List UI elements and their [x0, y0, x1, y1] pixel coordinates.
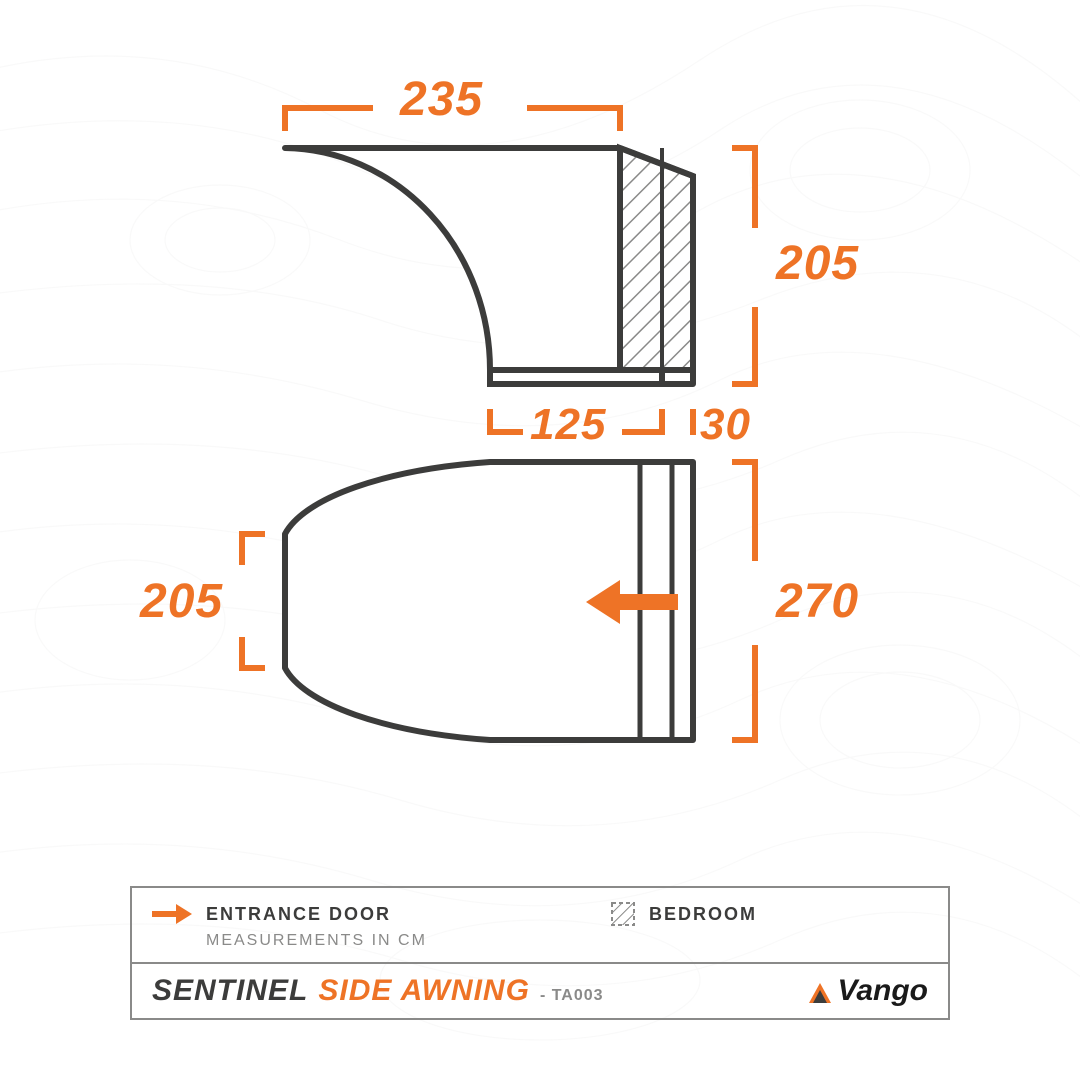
legend-entrance-label: ENTRANCE DOOR	[206, 904, 391, 925]
brand-mark-icon	[807, 979, 833, 1003]
arrow-right-icon	[152, 904, 192, 924]
dim-bracket-bottom-left	[242, 534, 262, 668]
dim-bot-right: 270	[776, 574, 859, 629]
legend-units: MEASUREMENTS IN CM	[206, 932, 928, 950]
top-plan-shape	[285, 148, 693, 384]
dim-bot-left: 205	[140, 574, 223, 629]
legend-box: ENTRANCE DOOR BEDROOM MEASUREMENTS IN CM	[130, 886, 950, 964]
dim-bracket-bottom-right	[735, 462, 755, 740]
title-word-1: SENTINEL	[152, 974, 308, 1008]
legend-bedroom: BEDROOM	[611, 902, 757, 926]
dim-mid-30: 30	[700, 400, 751, 450]
title-bar: SENTINEL SIDE AWNING - TA003 Vango	[130, 964, 950, 1020]
dim-top-width: 235	[400, 72, 483, 127]
dim-bracket-mid-30	[662, 412, 693, 432]
dim-top-right: 205	[776, 236, 859, 291]
title-word-2: SIDE AWNING	[318, 974, 530, 1008]
footer: ENTRANCE DOOR BEDROOM MEASUREMENTS IN CM…	[130, 886, 950, 1020]
legend-bedroom-label: BEDROOM	[649, 904, 757, 925]
title-code: - TA003	[540, 987, 604, 1005]
hatch-swatch-icon	[611, 902, 635, 926]
legend-entrance: ENTRANCE DOOR	[152, 904, 391, 925]
brand-logo: Vango	[807, 974, 928, 1008]
bedroom-zone	[620, 148, 693, 370]
brand-name: Vango	[837, 974, 928, 1008]
product-title: SENTINEL SIDE AWNING - TA003	[152, 974, 604, 1008]
dim-bracket-top-right	[735, 148, 755, 384]
dim-mid-125: 125	[530, 400, 606, 450]
